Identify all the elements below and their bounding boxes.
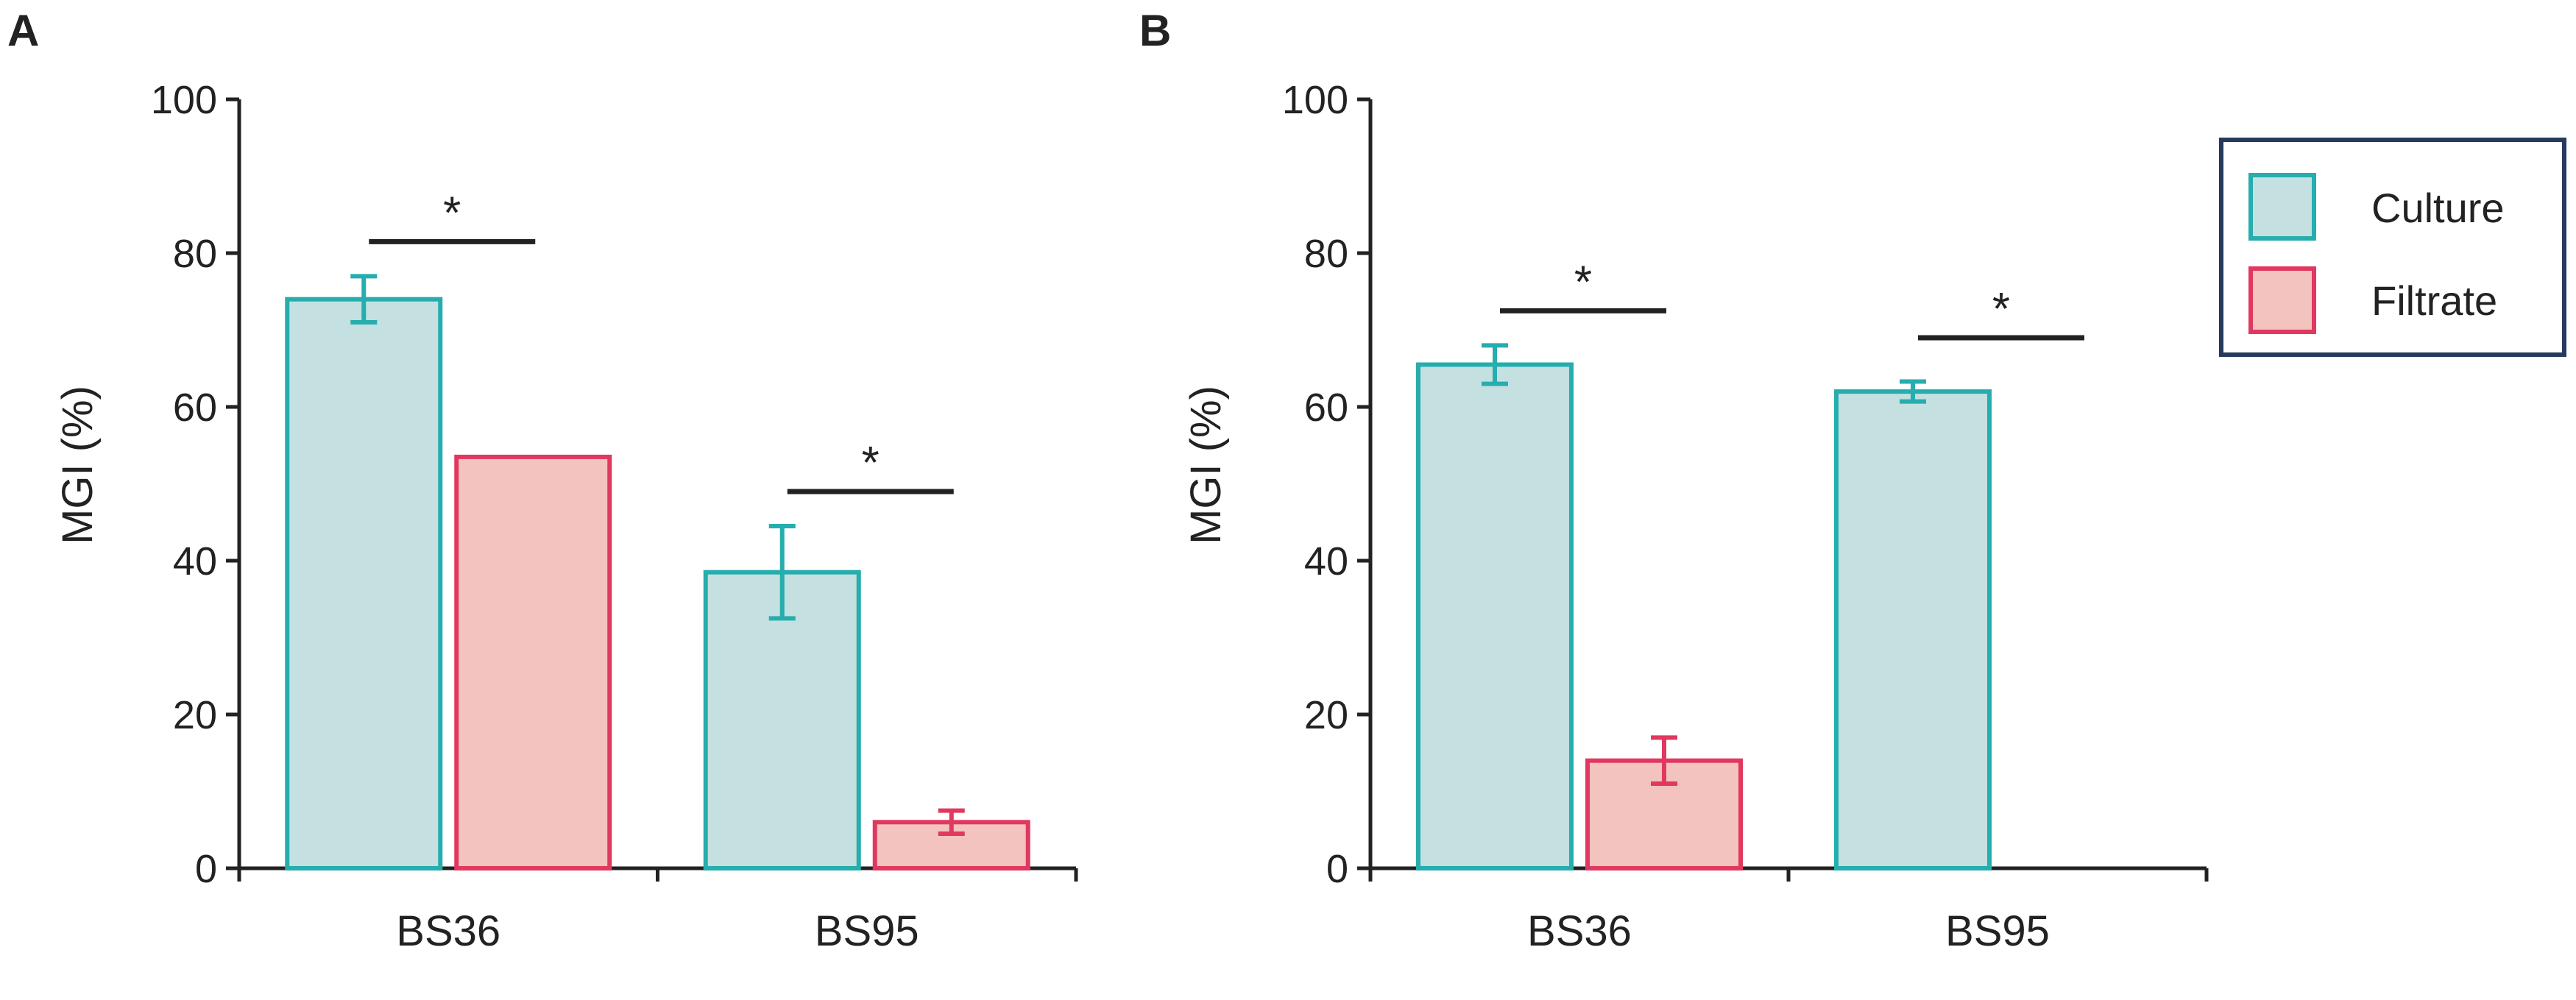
significance-star: * (1574, 257, 1592, 308)
y-tick-label: 20 (1304, 693, 1348, 737)
legend-swatch-filtrate (2248, 266, 2316, 334)
x-tick-label: BS36 (1527, 907, 1632, 955)
legend-swatch-culture (2248, 173, 2316, 241)
y-tick-label: 80 (173, 232, 217, 276)
panel-letter-a: A (7, 6, 39, 55)
panel-letter-b: B (1139, 6, 1171, 55)
y-tick-label: 60 (173, 386, 217, 430)
x-tick-label: BS36 (396, 907, 500, 955)
bar-filtrate-bs36 (454, 454, 612, 870)
legend: Culture Filtrate (2219, 138, 2566, 357)
significance-star: * (1992, 284, 2010, 335)
y-axis-title: MGI (%) (54, 386, 102, 545)
bar-culture-bs95 (1834, 389, 1992, 870)
axes: 0 20 40 60 80 100 BS36 BS95 (1282, 78, 2209, 955)
legend-label-filtrate: Filtrate (2371, 277, 2497, 324)
y-tick-label: 100 (1282, 78, 1348, 122)
bar-culture-bs36 (285, 297, 443, 870)
y-tick-label: 0 (195, 847, 217, 891)
y-tick-label: 80 (1304, 232, 1348, 276)
x-tick-label: BS95 (815, 907, 919, 955)
x-tick-label: BS95 (1945, 907, 2050, 955)
y-tick-label: 40 (1304, 539, 1348, 584)
legend-label-culture: Culture (2371, 185, 2505, 231)
y-tick-label: 100 (151, 78, 217, 122)
significance-star: * (443, 188, 461, 238)
bars: ** (1416, 257, 2084, 870)
y-tick-label: 40 (173, 539, 217, 584)
significance-star: * (862, 438, 880, 489)
axes: 0 20 40 60 80 100 BS36 BS95 (151, 78, 1078, 955)
y-tick-label: 0 (1326, 847, 1348, 891)
bars: ** (285, 188, 1030, 871)
y-tick-label: 60 (1304, 386, 1348, 430)
y-tick-label: 20 (173, 693, 217, 737)
bar-culture-bs36 (1416, 362, 1574, 870)
y-axis-title: MGI (%) (1182, 386, 1230, 545)
